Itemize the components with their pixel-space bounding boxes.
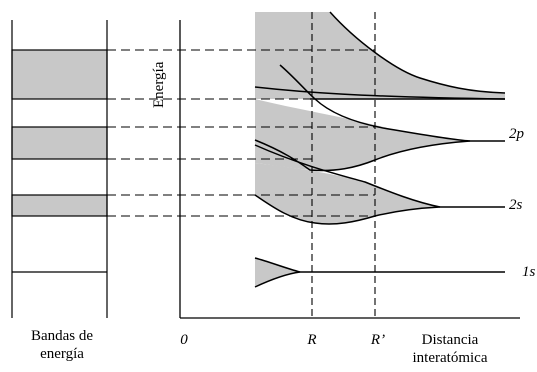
bands-label-line1: Bandas de [31,328,93,344]
bands-label-line2: energía [40,346,84,362]
distance-markers [311,12,376,318]
upper-curve-top [329,11,506,94]
2s-split-region [255,163,440,225]
2p-band [11,126,108,160]
energy-axis-label: Energía [151,61,167,108]
splitting-regions [255,12,505,287]
level-2p-label: 2p [509,126,525,142]
axes [179,20,520,319]
1s-curve-lower [254,271,301,288]
band-column [11,20,108,318]
projection-lines [107,49,375,217]
origin-label: 0 [180,332,188,348]
crossing-curve [279,64,471,142]
upper-curve-mid [254,86,506,100]
distance-label-line2: interatómica [413,350,488,366]
r-label: R [306,332,316,348]
2s-band [11,194,108,217]
distance-label-line1: Distancia [422,332,479,348]
2p-split-region [255,99,470,171]
upper-band [11,49,108,100]
level-1s-label: 1s [522,264,536,280]
1s-split-region [255,258,300,287]
level-2s-label: 2s [509,197,523,213]
upper-split-region [255,12,505,99]
1s-curve-upper [254,257,301,273]
level-curves [254,11,506,288]
2s-curve-lower [254,194,441,225]
r-prime-label: R’ [370,332,385,348]
